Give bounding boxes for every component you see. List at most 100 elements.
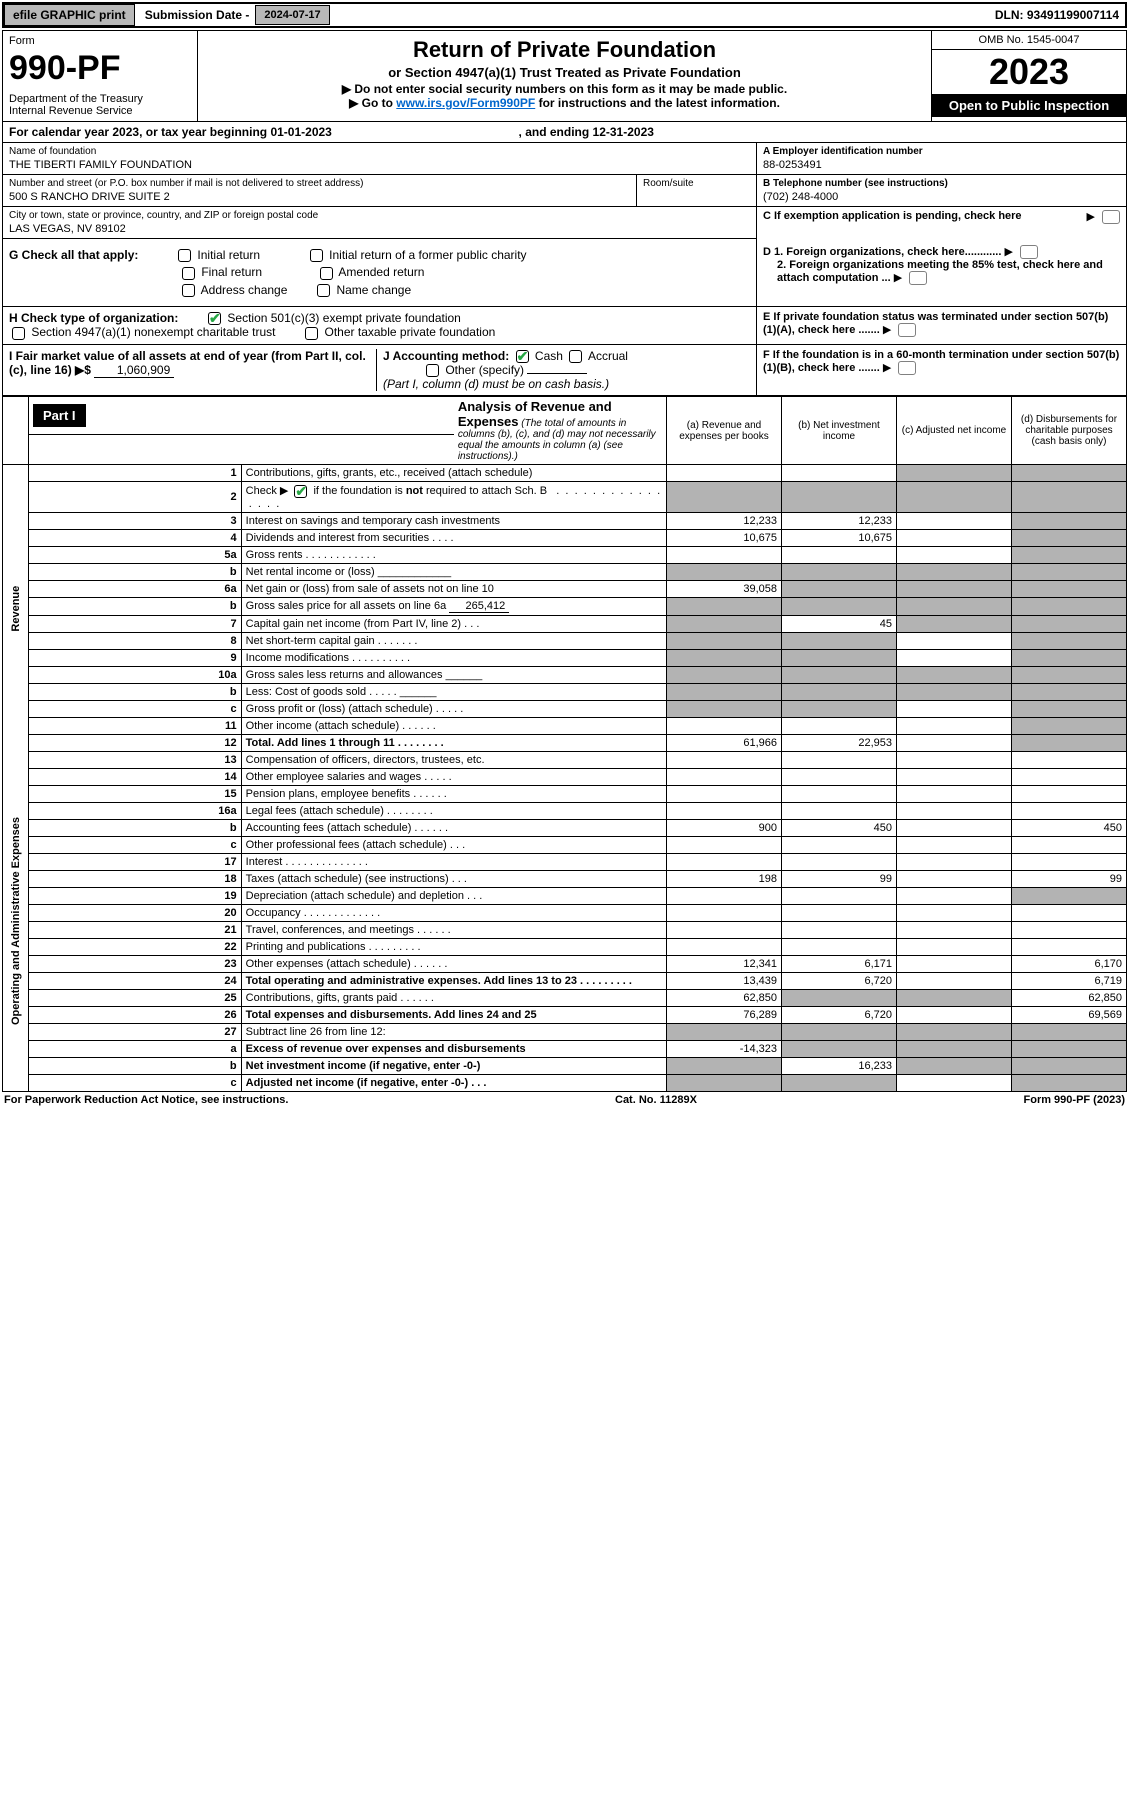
table-row: 27Subtract line 26 from line 12: — [3, 1023, 1127, 1040]
cell-value — [1012, 529, 1127, 546]
f-checkbox[interactable] — [898, 361, 916, 375]
cell-value — [1012, 717, 1127, 734]
cell-value — [897, 546, 1012, 563]
other-taxable-checkbox[interactable] — [305, 327, 318, 340]
cell-value — [782, 785, 897, 802]
irs-link[interactable]: www.irs.gov/Form990PF — [396, 96, 535, 110]
h-row: H Check type of organization: Section 50… — [2, 307, 1127, 345]
cell-value — [667, 563, 782, 580]
city-cell: City or town, state or province, country… — [3, 207, 756, 239]
cell-value — [782, 597, 897, 615]
header-right: OMB No. 1545-0047 2023 Open to Public In… — [931, 31, 1126, 121]
d2-checkbox[interactable] — [909, 271, 927, 285]
table-row: 8Net short-term capital gain . . . . . .… — [3, 632, 1127, 649]
table-row: 14Other employee salaries and wages . . … — [3, 768, 1127, 785]
501c3-checkbox[interactable] — [208, 312, 221, 325]
cell-value — [667, 683, 782, 700]
cell-value — [897, 785, 1012, 802]
table-row: 18Taxes (attach schedule) (see instructi… — [3, 870, 1127, 887]
row-number: 16a — [29, 802, 242, 819]
c-checkbox[interactable] — [1102, 210, 1120, 224]
cell-value — [782, 700, 897, 717]
footer-right: Form 990-PF (2023) — [1024, 1094, 1125, 1106]
cell-value — [667, 1057, 782, 1074]
cell-value — [667, 904, 782, 921]
final-return-checkbox[interactable] — [182, 267, 195, 280]
table-row: 7Capital gain net income (from Part IV, … — [3, 615, 1127, 632]
row-number: 4 — [29, 529, 242, 546]
accrual-checkbox[interactable] — [569, 350, 582, 363]
cell-value — [897, 649, 1012, 666]
cell-value — [897, 836, 1012, 853]
address-change-checkbox[interactable] — [182, 284, 195, 297]
ein-value: 88-0253491 — [763, 159, 1120, 171]
row-description: Net investment income (if negative, ente… — [241, 1057, 666, 1074]
cell-value — [782, 1023, 897, 1040]
irs-label: Internal Revenue Service — [9, 105, 191, 117]
table-row: 22Printing and publications . . . . . . … — [3, 938, 1127, 955]
row-description: Income modifications . . . . . . . . . . — [241, 649, 666, 666]
e-checkbox[interactable] — [898, 323, 916, 337]
form-header: Form 990-PF Department of the Treasury I… — [2, 30, 1127, 122]
cell-value — [897, 615, 1012, 632]
row-description: Capital gain net income (from Part IV, l… — [241, 615, 666, 632]
table-row: cGross profit or (loss) (attach schedule… — [3, 700, 1127, 717]
row-number: c — [29, 700, 242, 717]
cell-value — [667, 615, 782, 632]
row-description: Legal fees (attach schedule) . . . . . .… — [241, 802, 666, 819]
amended-return-checkbox[interactable] — [320, 267, 333, 280]
cell-value — [897, 751, 1012, 768]
cell-value — [897, 768, 1012, 785]
cal-mid: , and ending — [519, 125, 593, 139]
other-method-checkbox[interactable] — [426, 364, 439, 377]
initial-former-checkbox[interactable] — [310, 249, 323, 262]
address-cell: Number and street (or P.O. box number if… — [3, 175, 636, 207]
top-bar: efile GRAPHIC print Submission Date - 20… — [2, 2, 1127, 28]
cell-value — [667, 632, 782, 649]
cell-value — [667, 802, 782, 819]
city-value: LAS VEGAS, NV 89102 — [9, 223, 750, 235]
cell-value — [1012, 512, 1127, 529]
cell-value — [897, 938, 1012, 955]
calendar-year-row: For calendar year 2023, or tax year begi… — [2, 122, 1127, 143]
cash-checkbox[interactable] — [516, 350, 529, 363]
cell-value — [782, 482, 897, 513]
table-row: 12Total. Add lines 1 through 11 . . . . … — [3, 734, 1127, 751]
cell-value — [897, 1074, 1012, 1091]
h-501c3: Section 501(c)(3) exempt private foundat… — [227, 311, 460, 325]
ein-cell: A Employer identification number 88-0253… — [757, 143, 1126, 175]
cell-value — [1012, 836, 1127, 853]
j-other: Other (specify) — [445, 363, 524, 377]
col-b-header: (b) Net investment income — [782, 397, 897, 465]
cell-value — [667, 546, 782, 563]
g-opt-5: Name change — [336, 283, 411, 297]
j-note: (Part I, column (d) must be on cash basi… — [383, 377, 609, 391]
cell-value — [1012, 482, 1127, 513]
cell-value: 61,966 — [667, 734, 782, 751]
cell-value — [667, 887, 782, 904]
h-other: Other taxable private foundation — [325, 325, 496, 339]
d1-checkbox[interactable] — [1020, 245, 1038, 259]
ein-label: A Employer identification number — [763, 146, 1120, 157]
footer-mid: Cat. No. 11289X — [615, 1094, 697, 1106]
table-row: 19Depreciation (attach schedule) and dep… — [3, 887, 1127, 904]
row-description: Other professional fees (attach schedule… — [241, 836, 666, 853]
cell-value — [667, 482, 782, 513]
cell-value — [897, 734, 1012, 751]
row-description: Dividends and interest from securities .… — [241, 529, 666, 546]
ij-row: I Fair market value of all assets at end… — [2, 345, 1127, 397]
cell-value: 6,719 — [1012, 972, 1127, 989]
table-row: 9Income modifications . . . . . . . . . … — [3, 649, 1127, 666]
table-row: 23Other expenses (attach schedule) . . .… — [3, 955, 1127, 972]
row-number: 17 — [29, 853, 242, 870]
d2-label: 2. Foreign organizations meeting the 85%… — [777, 259, 1103, 284]
4947-checkbox[interactable] — [12, 327, 25, 340]
efile-print-button[interactable]: efile GRAPHIC print — [4, 4, 135, 26]
name-change-checkbox[interactable] — [317, 284, 330, 297]
cell-value — [1012, 1074, 1127, 1091]
row-description: Adjusted net income (if negative, enter … — [241, 1074, 666, 1091]
initial-return-checkbox[interactable] — [178, 249, 191, 262]
cell-value — [782, 853, 897, 870]
row-number: 27 — [29, 1023, 242, 1040]
row-number: 25 — [29, 989, 242, 1006]
